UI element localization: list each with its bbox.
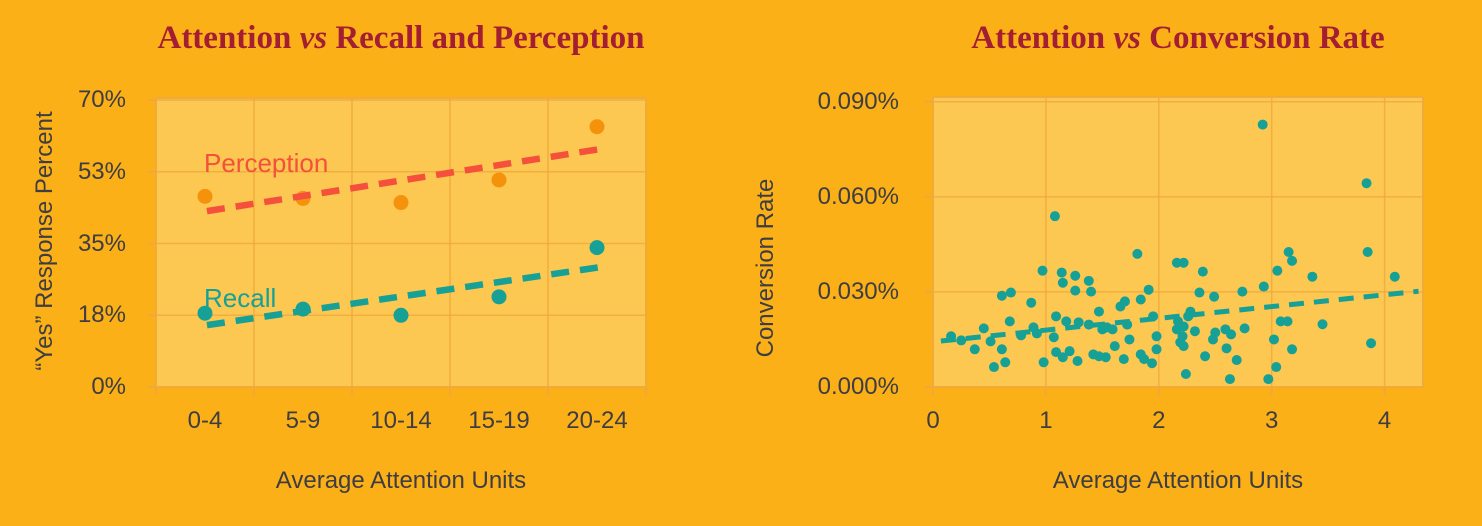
- perception-series-label: Perception: [204, 148, 329, 178]
- right-x-axis-label: Average Attention Units: [1052, 467, 1304, 494]
- x-tick-label: 0: [926, 407, 940, 434]
- y-tick-label: 0.060%: [817, 182, 899, 210]
- x-tick-label: 15-19: [468, 407, 530, 434]
- y-tick-label: 0%: [91, 373, 126, 400]
- x-tick-label: 20-24: [566, 407, 628, 434]
- y-tick-label: 0.030%: [817, 277, 899, 305]
- x-tick-label: 2: [1152, 407, 1166, 434]
- x-tick-label: 3: [1265, 407, 1279, 434]
- left-chart-title-post: Recall and Perception: [327, 20, 645, 56]
- right-chart-title-vs: vs: [1113, 20, 1141, 56]
- left-y-axis-label: “Yes” Response Percent: [31, 111, 58, 371]
- left-x-axis-label: Average Attention Units: [275, 467, 527, 494]
- x-tick-label: 5-9: [285, 407, 321, 434]
- y-tick-label: 18%: [77, 301, 126, 329]
- recall-series-label: Recall: [204, 283, 277, 313]
- left-chart-title-pre: Attention: [157, 20, 300, 56]
- left-chart-title: Attention vs Recall and Perception: [156, 20, 646, 57]
- x-tick-label: 0-4: [187, 407, 223, 434]
- x-tick-label: 10-14: [370, 407, 432, 434]
- x-tick-label: 4: [1377, 407, 1392, 434]
- y-tick-label: 0.090%: [817, 87, 899, 115]
- y-tick-label: 53%: [77, 157, 126, 185]
- right-y-axis-label: Conversion Rate: [752, 178, 779, 358]
- y-tick-label: 35%: [77, 229, 126, 257]
- right-chart-title-post: Conversion Rate: [1140, 20, 1385, 56]
- x-tick-label: 1: [1039, 407, 1053, 434]
- right-chart-title-pre: Attention: [971, 20, 1114, 56]
- left-chart-title-vs: vs: [299, 20, 328, 56]
- right-chart-title: Attention vs Conversion Rate: [933, 20, 1423, 57]
- y-tick-label: 0.000%: [817, 373, 899, 400]
- y-tick-label: 70%: [77, 86, 126, 114]
